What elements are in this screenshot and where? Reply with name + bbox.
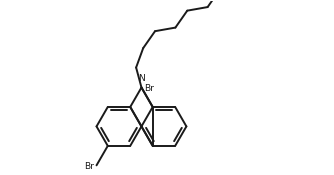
Text: N: N [138, 74, 145, 83]
Text: Br: Br [144, 84, 154, 93]
Text: Br: Br [84, 162, 94, 171]
